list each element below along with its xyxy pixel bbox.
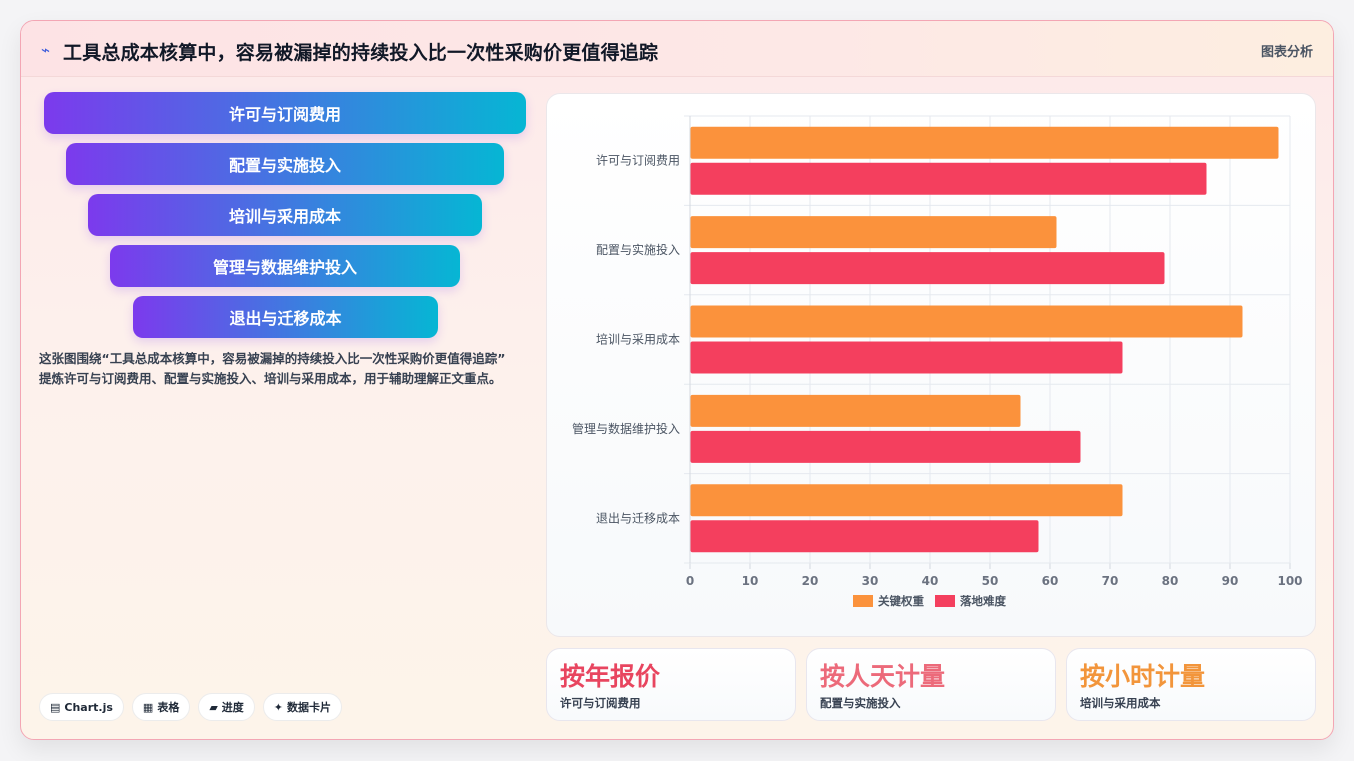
funnel-level: 许可与订阅费用 — [44, 92, 526, 134]
trend-icon: ⌁ — [41, 41, 51, 59]
stat-label: 配置与实施投入 — [820, 696, 901, 710]
bar-weight — [690, 305, 1243, 338]
chip-table[interactable]: ▦ 表格 — [131, 693, 191, 721]
bar-difficulty — [690, 341, 1123, 374]
y-tick-label: 管理与数据维护投入 — [572, 421, 680, 436]
chip-label: 数据卡片 — [287, 701, 332, 714]
bar-difficulty — [690, 520, 1039, 553]
chip-data-card[interactable]: ✦ 数据卡片 — [262, 693, 343, 721]
funnel-level: 配置与实施投入 — [66, 143, 504, 185]
stat-card: 按年报价 许可与订阅费用 — [546, 648, 796, 721]
y-tick-label: 许可与订阅费用 — [596, 154, 680, 168]
header-tag: 图表分析 — [1260, 45, 1313, 60]
main-card: ⌁ 工具总成本核算中，容易被漏掉的持续投入比一次性采购价更值得追踪 图表分析 许… — [20, 20, 1334, 740]
chip-label: 表格 — [157, 701, 180, 714]
legend-swatch — [935, 595, 955, 607]
funnel-level: 管理与数据维护投入 — [110, 245, 460, 287]
chip-label: Chart.js — [64, 700, 113, 714]
x-tick-label: 40 — [922, 574, 939, 588]
description-line: 提炼许可与订阅费用、配置与实施投入、培训与采用成本，用于辅助理解正文重点。 — [39, 371, 502, 386]
description-line: 这张图围绕“工具总成本核算中，容易被漏掉的持续投入比一次性采购价更值得追踪” — [39, 351, 506, 366]
x-tick-label: 60 — [1042, 574, 1059, 588]
chip-chartjs[interactable]: ▤ Chart.js — [39, 693, 124, 721]
y-tick-label: 培训与采用成本 — [596, 332, 680, 347]
x-tick-label: 100 — [1277, 574, 1302, 588]
description: 这张图围绕“工具总成本核算中，容易被漏掉的持续投入比一次性采购价更值得追踪” 提… — [39, 349, 539, 389]
x-tick-label: 80 — [1162, 574, 1179, 588]
stat-card: 按人天计量 配置与实施投入 — [806, 648, 1056, 721]
chip-row: ▤ Chart.js ▦ 表格 ▰ 进度 ✦ 数据卡片 — [39, 693, 343, 721]
chart-icon: ▤ — [50, 700, 61, 714]
chart-panel: 0 10 20 30 40 50 60 70 80 90 100 许可与订阅费用 配置与实施投入 培训与采… — [546, 93, 1316, 637]
y-tick-label: 退出与迁移成本 — [596, 511, 680, 525]
chip-label: 进度 — [221, 701, 244, 714]
stat-card: 按小时计量 培训与采用成本 — [1066, 648, 1316, 721]
table-icon: ▦ — [142, 700, 154, 714]
bar-weight — [690, 126, 1279, 159]
bar-weight — [690, 484, 1123, 517]
funnel-level: 培训与采用成本 — [88, 194, 482, 236]
funnel-level: 退出与迁移成本 — [133, 296, 438, 338]
stat-value: 按人天计量 — [820, 662, 946, 691]
x-tick-label: 30 — [862, 574, 879, 588]
legend-label: 落地难度 — [960, 594, 1006, 608]
progress-icon: ▰ — [209, 700, 218, 714]
sparkle-icon: ✦ — [273, 700, 284, 714]
x-tick-label: 20 — [802, 574, 819, 588]
stat-value: 按小时计量 — [1080, 662, 1206, 691]
page-title: 工具总成本核算中，容易被漏掉的持续投入比一次性采购价更值得追踪 — [63, 42, 659, 64]
bar-difficulty — [690, 430, 1081, 463]
bar-weight — [690, 216, 1057, 249]
stat-label: 培训与采用成本 — [1080, 696, 1161, 710]
header: ⌁ 工具总成本核算中，容易被漏掉的持续投入比一次性采购价更值得追踪 图表分析 — [21, 21, 1333, 77]
x-tick-label: 50 — [982, 574, 999, 588]
y-tick-label: 配置与实施投入 — [596, 242, 680, 257]
legend-label: 关键权重 — [878, 594, 924, 608]
x-tick-label: 70 — [1102, 574, 1119, 588]
bar-difficulty — [690, 162, 1207, 195]
stat-label: 许可与订阅费用 — [560, 696, 641, 710]
bar-difficulty — [690, 252, 1165, 285]
bar-weight — [690, 394, 1021, 427]
stat-value: 按年报价 — [560, 662, 661, 691]
bar-chart: 0 10 20 30 40 50 60 70 80 90 100 许可与订阅费用配置与实施投入培训与采… — [572, 115, 1303, 608]
x-tick-label: 90 — [1222, 574, 1239, 588]
chip-progress[interactable]: ▰ 进度 — [198, 693, 255, 721]
legend-swatch — [853, 595, 873, 607]
x-tick-label: 10 — [742, 574, 759, 588]
x-tick-label: 0 — [686, 574, 694, 588]
